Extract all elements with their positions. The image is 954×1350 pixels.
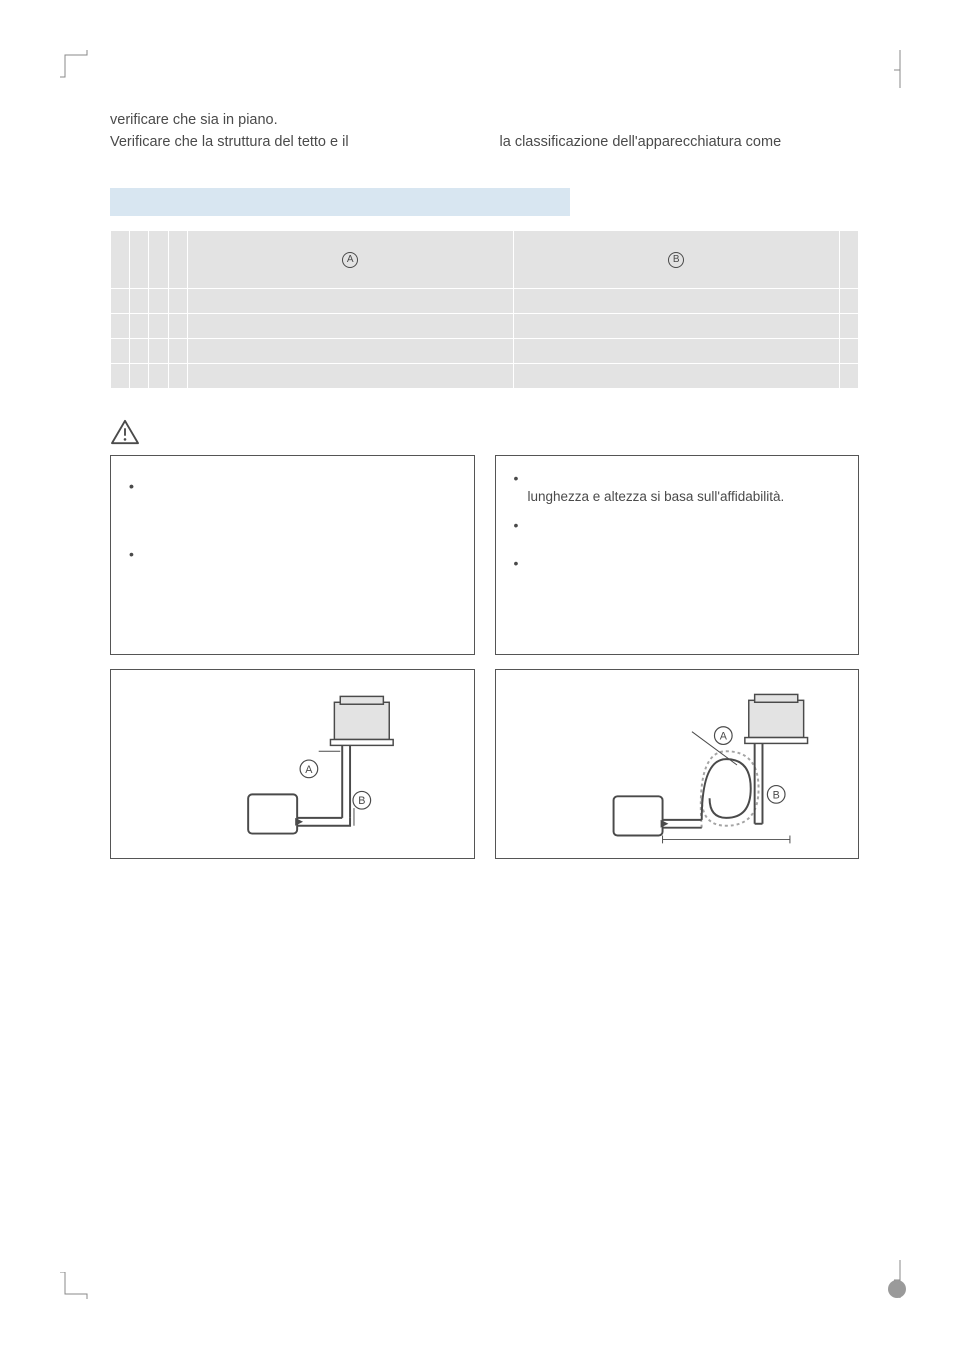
- warning-icon: [110, 419, 140, 445]
- diagram-b-label: B: [358, 795, 365, 807]
- table-row: [111, 288, 859, 313]
- table-row: [111, 338, 859, 363]
- intro-columns: verificare che sia in piano. Verificare …: [110, 110, 859, 154]
- warning-row: [110, 419, 859, 445]
- note-left-2: [127, 476, 458, 536]
- notes-left-box: [110, 455, 475, 655]
- note-right-3: [512, 553, 843, 613]
- table-header-5: A: [187, 230, 513, 288]
- intro-right: la classificazione dell'apparecchiatura …: [500, 110, 860, 154]
- note-right-2: [512, 515, 843, 545]
- table-header-2: [130, 230, 149, 288]
- table-row: [111, 313, 859, 338]
- intro-left-line2: Verificare che la struttura del tetto e …: [110, 132, 470, 154]
- table-header-4: [168, 230, 187, 288]
- crop-mark-bl: [60, 1272, 88, 1300]
- spec-table: A B: [110, 230, 859, 389]
- diagrams-row: A B: [110, 669, 859, 859]
- note-left-3: [127, 544, 458, 584]
- table-header-row: A B: [111, 230, 859, 288]
- crop-mark-tr: [894, 50, 906, 90]
- intro-right-line1: la classificazione dell'apparecchiatura …: [500, 132, 860, 154]
- table-header-7: [839, 230, 858, 288]
- table-header-3: [149, 230, 168, 288]
- diagram2-a-label: A: [719, 730, 727, 742]
- circled-b-icon: B: [668, 252, 684, 268]
- page-indicator-dot: [888, 1280, 906, 1298]
- crop-mark-tl: [60, 50, 88, 78]
- table-header-1: [111, 230, 130, 288]
- note-right-1-text: lunghezza e altezza si basa sull'affidab…: [528, 489, 785, 504]
- diagram-left: A B: [110, 669, 475, 859]
- table-header-6: B: [513, 230, 839, 288]
- diagram-a-label: A: [305, 764, 313, 776]
- notes-right-box: lunghezza e altezza si basa sull'affidab…: [495, 455, 860, 655]
- note-right-1: lunghezza e altezza si basa sull'affidab…: [512, 468, 843, 507]
- page-content: verificare che sia in piano. Verificare …: [55, 50, 909, 859]
- diagram-right: A B: [495, 669, 860, 859]
- diagram2-b-label: B: [772, 789, 779, 801]
- intro-left-line1: verificare che sia in piano.: [110, 110, 470, 132]
- table-row: [111, 363, 859, 388]
- circled-a-icon: A: [342, 252, 358, 268]
- intro-left: verificare che sia in piano. Verificare …: [110, 110, 470, 154]
- notes-row: lunghezza e altezza si basa sull'affidab…: [110, 455, 859, 655]
- section-heading-bar: [110, 188, 570, 216]
